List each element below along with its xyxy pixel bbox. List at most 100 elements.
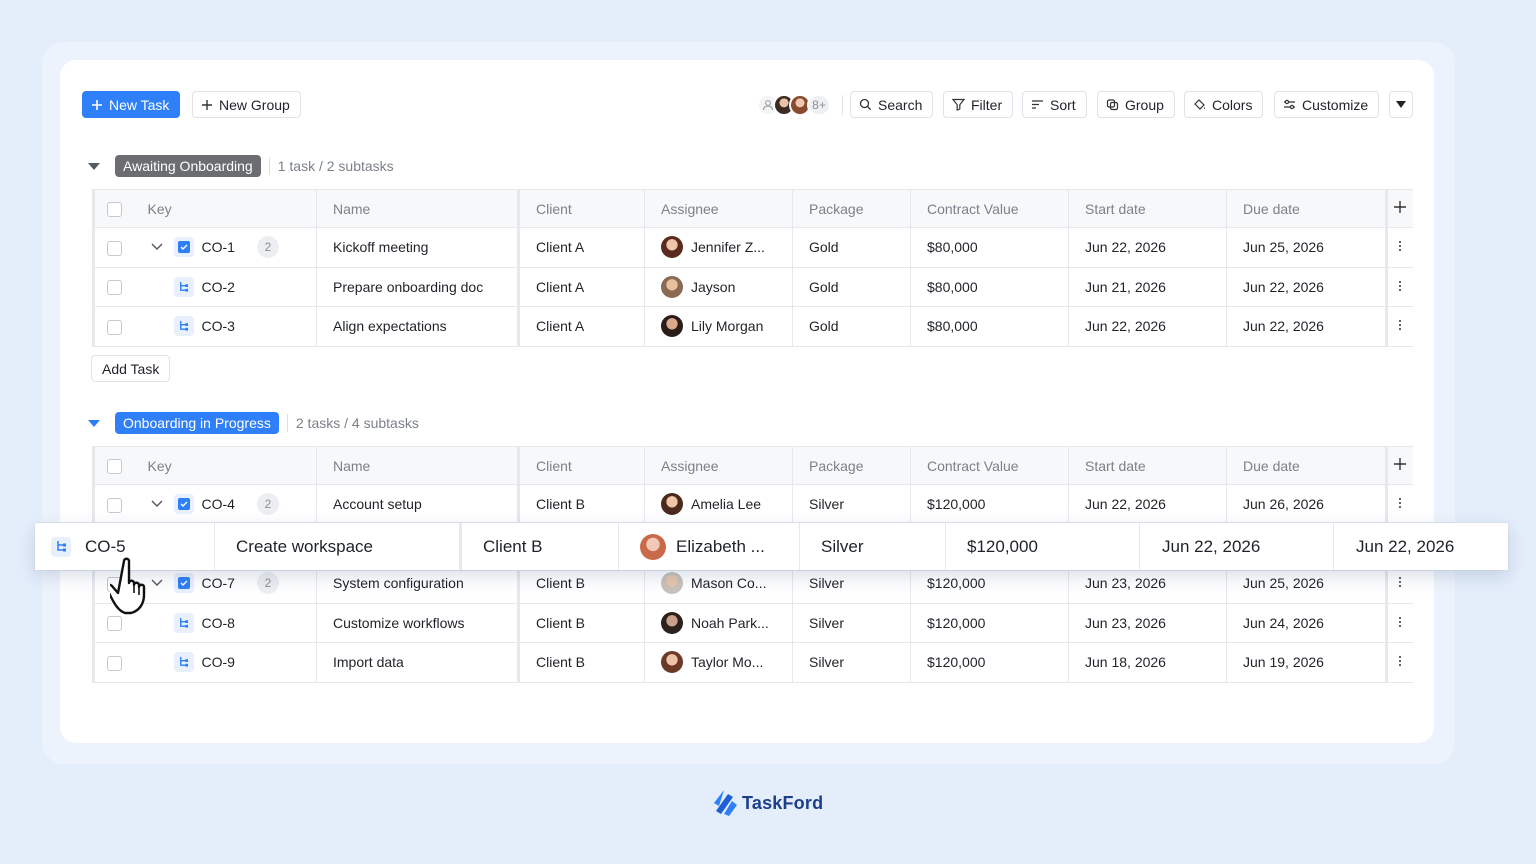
task-name[interactable]: System configuration	[316, 563, 520, 604]
assignee-cell[interactable]: Mason Co...	[644, 563, 793, 604]
new-task-button[interactable]: New Task	[82, 91, 181, 118]
package-cell[interactable]: Gold	[792, 306, 911, 347]
expand-chevron-icon[interactable]	[148, 500, 166, 508]
column-header[interactable]: Due date	[1226, 189, 1388, 228]
member-avatars[interactable]: 8+	[757, 92, 831, 118]
group-header-in-progress[interactable]: Onboarding in Progress 2 tasks / 4 subta…	[88, 411, 419, 435]
task-key[interactable]: CO-8	[201, 614, 235, 631]
start-date-cell[interactable]: Jun 22, 2026	[1068, 227, 1227, 268]
row-checkbox[interactable]	[107, 240, 122, 256]
client-cell[interactable]: Client A	[518, 227, 645, 268]
column-header[interactable]: Start date	[1068, 189, 1227, 228]
package-cell[interactable]: Silver	[792, 642, 911, 683]
client-cell[interactable]: Client A	[518, 306, 645, 347]
package-cell[interactable]: Gold	[792, 227, 911, 268]
column-header[interactable]: Contract Value	[910, 189, 1069, 228]
dragged-task-row[interactable]: CO-5 Create workspace Client B Elizabeth…	[35, 523, 1508, 570]
contract-value-cell[interactable]: $80,000	[910, 267, 1069, 307]
task-name[interactable]: Customize workflows	[316, 603, 520, 643]
column-header[interactable]: Client	[518, 446, 645, 485]
row-checkbox-cell[interactable]	[92, 642, 132, 683]
group-header-awaiting[interactable]: Awaiting Onboarding 1 task / 2 subtasks	[88, 154, 394, 178]
row-menu-button[interactable]	[1386, 306, 1413, 347]
assignee-cell[interactable]: Lily Morgan	[644, 306, 793, 347]
group-button[interactable]: Group	[1097, 91, 1175, 118]
due-date-cell[interactable]: Jun 25, 2026	[1226, 563, 1388, 604]
assignee-cell[interactable]: Noah Park...	[644, 603, 793, 643]
row-menu-button[interactable]	[1386, 563, 1413, 604]
row-checkbox[interactable]	[107, 655, 122, 671]
due-date-cell[interactable]: Jun 22, 2026	[1226, 306, 1388, 347]
client-cell[interactable]: Client B	[518, 642, 645, 683]
contract-value-cell[interactable]: $80,000	[910, 306, 1069, 347]
start-date-cell[interactable]: Jun 22, 2026	[1068, 306, 1227, 347]
task-key[interactable]: CO-1	[201, 239, 235, 256]
start-date-cell[interactable]: Jun 23, 2026	[1068, 603, 1227, 643]
package-cell[interactable]: Gold	[792, 267, 911, 307]
table-row[interactable]: CO-8 Customize workflows Client B Noah Park…	[92, 603, 1413, 643]
collapse-caret-icon[interactable]	[88, 419, 100, 427]
select-all-checkbox[interactable]	[107, 458, 122, 474]
task-key[interactable]: CO-9	[201, 654, 235, 671]
more-members-badge[interactable]: 8+	[807, 94, 831, 116]
package-cell[interactable]: Silver	[792, 563, 911, 604]
contract-value-cell[interactable]: $120,000	[910, 484, 1069, 525]
column-header[interactable]: Package	[792, 189, 911, 228]
due-date-cell[interactable]: Jun 22, 2026	[1226, 267, 1388, 307]
column-header[interactable]: Assignee	[644, 446, 793, 485]
row-menu-button[interactable]	[1386, 227, 1413, 268]
add-column-button[interactable]	[1386, 189, 1413, 228]
table-row[interactable]: CO-4 2 Account setup Client B Amelia Lee Silv…	[92, 484, 1413, 525]
new-group-button[interactable]: New Group	[192, 91, 301, 118]
due-date-cell[interactable]: Jun 26, 2026	[1226, 484, 1388, 525]
package-cell[interactable]: Silver	[792, 484, 911, 525]
task-name[interactable]: Kickoff meeting	[316, 227, 520, 268]
start-date-cell[interactable]: Jun 23, 2026	[1068, 563, 1227, 604]
table-row[interactable]: CO-3 Align expectations Client A Lily Morga…	[92, 306, 1413, 347]
row-checkbox[interactable]	[107, 319, 122, 335]
row-checkbox-cell[interactable]	[92, 267, 132, 307]
expand-chevron-icon[interactable]	[148, 579, 166, 587]
add-column-button[interactable]	[1386, 446, 1413, 485]
select-all-checkbox-cell[interactable]	[92, 446, 132, 485]
select-all-checkbox-cell[interactable]	[92, 189, 132, 228]
column-header[interactable]: Name	[316, 189, 520, 228]
subtask-count-badge[interactable]: 2	[256, 572, 279, 595]
client-cell[interactable]: Client B	[518, 484, 645, 525]
column-header[interactable]: Assignee	[644, 189, 793, 228]
row-checkbox-cell[interactable]	[92, 306, 132, 347]
column-header[interactable]: Name	[316, 446, 520, 485]
start-date-cell[interactable]: Jun 21, 2026	[1068, 267, 1227, 307]
column-header[interactable]: Client	[518, 189, 645, 228]
assignee-cell[interactable]: Taylor Mo...	[644, 642, 793, 683]
subtask-count-badge[interactable]: 2	[256, 493, 279, 516]
contract-value-cell[interactable]: $120,000	[910, 563, 1069, 604]
contract-value-cell[interactable]: $80,000	[910, 227, 1069, 268]
due-date-cell[interactable]: Jun 25, 2026	[1226, 227, 1388, 268]
collapse-caret-icon[interactable]	[88, 162, 100, 170]
column-header[interactable]: Due date	[1226, 446, 1388, 485]
table-row[interactable]: CO-7 2 System configuration Client B Mason C…	[92, 563, 1413, 604]
expand-chevron-icon[interactable]	[148, 243, 166, 251]
colors-button[interactable]: Colors	[1184, 91, 1264, 118]
row-checkbox-cell[interactable]	[92, 484, 132, 525]
subtask-count-badge[interactable]: 2	[256, 236, 279, 259]
assignee-cell[interactable]: Jennifer Z...	[644, 227, 793, 268]
contract-value-cell[interactable]: $120,000	[910, 642, 1069, 683]
task-name[interactable]: Account setup	[316, 484, 520, 525]
column-header[interactable]: Package	[792, 446, 911, 485]
row-menu-button[interactable]	[1386, 267, 1413, 307]
contract-value-cell[interactable]: $120,000	[910, 603, 1069, 643]
row-menu-button[interactable]	[1386, 484, 1413, 525]
table-row[interactable]: CO-1 2 Kickoff meeting Client A Jennifer Z..…	[92, 227, 1413, 268]
column-header[interactable]: Start date	[1068, 446, 1227, 485]
client-cell[interactable]: Client B	[518, 603, 645, 643]
search-button[interactable]: Search	[850, 91, 934, 118]
task-key[interactable]: CO-7	[201, 575, 235, 592]
assignee-cell[interactable]: Amelia Lee	[644, 484, 793, 525]
client-cell[interactable]: Client A	[518, 267, 645, 307]
column-header[interactable]: Key	[131, 446, 317, 485]
table-row[interactable]: CO-9 Import data Client B Taylor Mo... Silve…	[92, 642, 1413, 683]
start-date-cell[interactable]: Jun 18, 2026	[1068, 642, 1227, 683]
more-options-dropdown[interactable]	[1389, 91, 1413, 118]
